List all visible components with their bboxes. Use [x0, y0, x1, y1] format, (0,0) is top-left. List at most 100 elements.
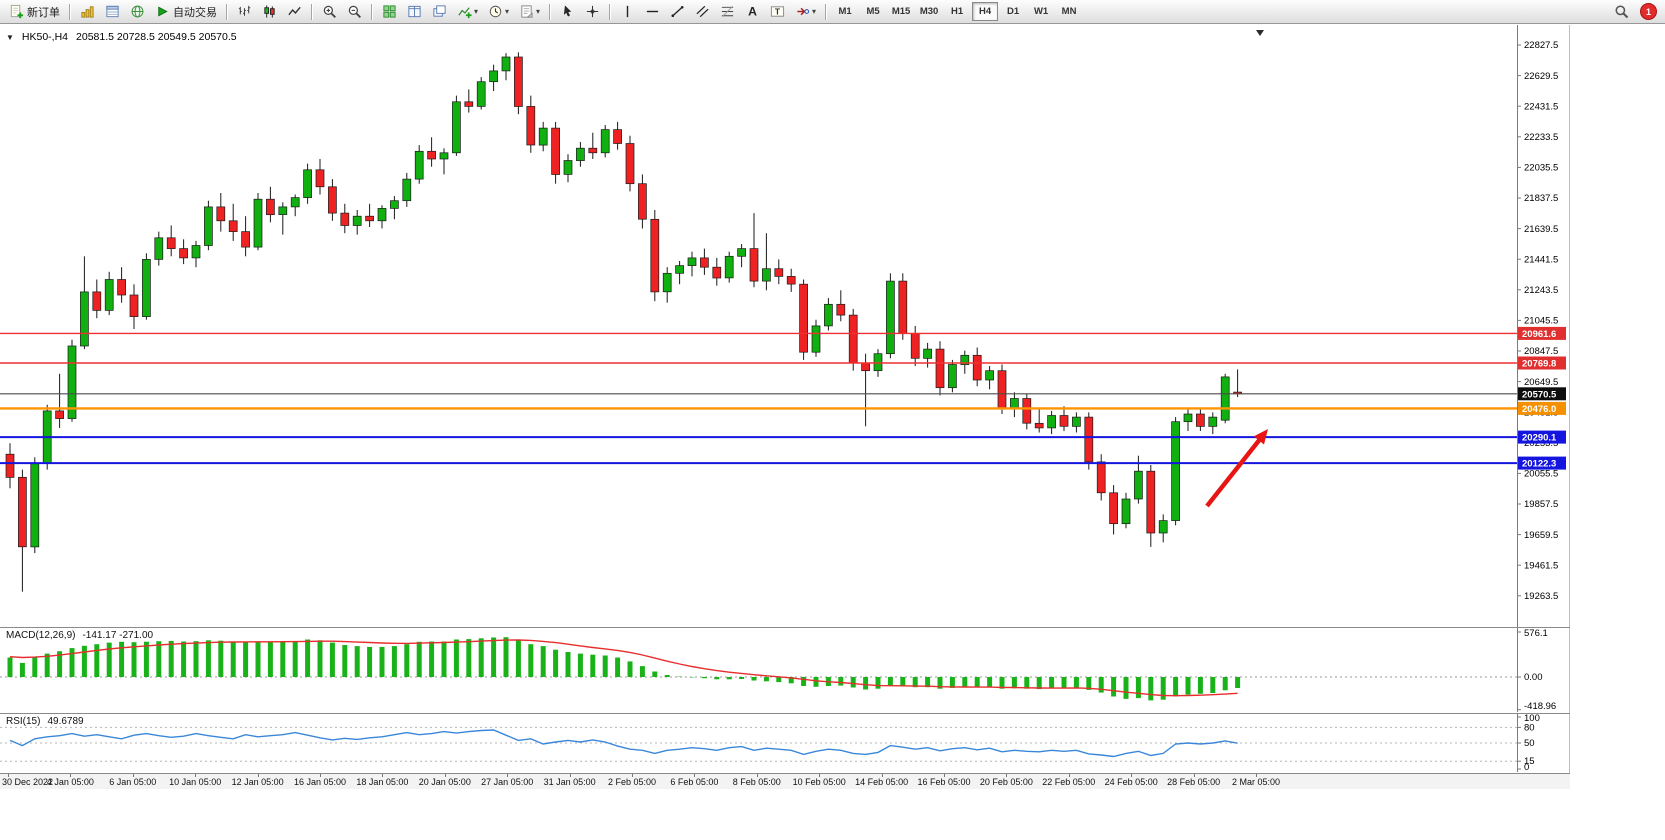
- candle: [675, 265, 684, 274]
- templates-button[interactable]: ▾: [515, 2, 544, 22]
- time-axis-label: 16 Feb 05:00: [917, 777, 971, 787]
- candle: [526, 106, 536, 146]
- shapes-icon: [797, 7, 810, 16]
- ohlc-values: 20581.5 20728.5 20549.5 20570.5: [76, 31, 237, 43]
- arrows-button[interactable]: ▾: [791, 2, 820, 22]
- arrow-annotation[interactable]: [1205, 429, 1268, 508]
- price-axis-label: 20649.5: [1524, 377, 1558, 388]
- cascade-windows-button[interactable]: [428, 2, 451, 22]
- cursor-button[interactable]: [556, 2, 579, 22]
- candle: [464, 101, 474, 107]
- timeframe-w1-button[interactable]: W1: [1028, 2, 1054, 21]
- rsi-pane[interactable]: 100 80 50 15 0 RSI(15) 49.6789: [0, 713, 1570, 773]
- price-chart-canvas[interactable]: 22827.5 22629.5 22431.5 22233.5 22035.5 21837…: [0, 25, 1570, 627]
- time-tick: [694, 774, 696, 777]
- svg-text:20769.8: 20769.8: [1522, 359, 1556, 370]
- candle: [960, 354, 970, 365]
- rsi-axis-label: 0: [1524, 762, 1529, 772]
- candle: [365, 215, 374, 222]
- zoom-out-button[interactable]: [343, 2, 366, 22]
- candle: [452, 101, 461, 154]
- candle: [1010, 398, 1019, 409]
- time-tick: [1068, 774, 1070, 777]
- macd-canvas[interactable]: 576.1 0.00 -418.96: [0, 628, 1570, 712]
- toolbar-separator: [371, 3, 373, 20]
- market-watch-button[interactable]: [76, 2, 99, 22]
- timeframe-h4-button[interactable]: H4: [972, 2, 999, 21]
- candle: [997, 370, 1007, 409]
- chart-shift-marker-icon[interactable]: [1256, 30, 1264, 36]
- toolbar-separator: [609, 3, 612, 20]
- candle: [92, 291, 102, 311]
- rsi-label: RSI(15): [6, 716, 41, 727]
- candle: [402, 178, 412, 202]
- candle: [352, 215, 362, 226]
- candle: [737, 248, 746, 257]
- time-tick: [569, 774, 571, 777]
- candle: [538, 127, 548, 146]
- candle: [613, 129, 622, 144]
- equidistant-channel-button[interactable]: [691, 2, 714, 22]
- candle: [1096, 461, 1106, 494]
- time-axis[interactable]: 30 Dec 2022 4 Jan 05:00 6 Jan 05:00 10 Jan …: [0, 773, 1570, 789]
- zoom-in-button[interactable]: [318, 2, 341, 22]
- candle: [1121, 498, 1131, 525]
- price-pane[interactable]: 22827.5 22629.5 22431.5 22233.5 22035.5 21837…: [0, 25, 1570, 627]
- timeframe-m15-button[interactable]: M15: [888, 2, 914, 21]
- indicators-button[interactable]: ▾: [453, 2, 482, 22]
- timeframe-mn-button[interactable]: MN: [1056, 2, 1082, 21]
- one-click-trading-collapse-icon[interactable]: ▼: [6, 32, 14, 42]
- time-tick: [507, 774, 509, 777]
- horizontal-line-button[interactable]: [641, 2, 664, 22]
- timeframe-h1-button[interactable]: H1: [944, 2, 970, 21]
- toolbar-separator: [226, 3, 228, 20]
- tile-windows-button[interactable]: [403, 2, 426, 22]
- new-order-button[interactable]: 新订单: [5, 2, 64, 22]
- bar-chart-button[interactable]: [233, 2, 256, 22]
- candle: [687, 257, 697, 266]
- timeframe-m30-button[interactable]: M30: [916, 2, 942, 21]
- auto-arrange-button[interactable]: [378, 2, 401, 22]
- notification-badge[interactable]: 1: [1640, 3, 1657, 20]
- vertical-line-button[interactable]: [616, 2, 639, 22]
- crosshair-button[interactable]: [581, 2, 604, 22]
- timeframe-d1-button[interactable]: D1: [1000, 2, 1026, 21]
- line-chart-button[interactable]: [283, 2, 306, 22]
- price-axis-label: 19263.5: [1524, 591, 1558, 602]
- candle: [923, 348, 932, 359]
- candle: [191, 245, 201, 259]
- macd-axis-label: -418.96: [1524, 701, 1556, 712]
- time-axis-label: 10 Feb 05:00: [792, 777, 846, 787]
- data-window-button[interactable]: [101, 2, 124, 22]
- candlestick-chart-button[interactable]: [258, 2, 281, 22]
- line-chart-icon: [288, 6, 301, 16]
- candle: [303, 169, 312, 198]
- fibonacci-button[interactable]: [716, 2, 739, 22]
- chart-ohlc-header: ▼ HK50-,H4 20581.5 20728.5 20549.5 20570…: [6, 31, 237, 43]
- time-axis-label: 20 Jan 05:00: [418, 777, 471, 787]
- timeframe-m5-button[interactable]: M5: [860, 2, 886, 21]
- trendline-button[interactable]: [666, 2, 689, 22]
- candle: [563, 160, 573, 175]
- price-axis-label: 20055.5: [1524, 469, 1558, 480]
- candlestick-series: [5, 52, 1242, 592]
- text-label-button[interactable]: T: [766, 2, 789, 22]
- rsi-axis-label: 80: [1524, 722, 1535, 733]
- auto-trading-button[interactable]: 自动交易: [151, 2, 221, 22]
- time-axis-label: 2 Feb 05:00: [607, 777, 657, 787]
- search-button[interactable]: [1610, 2, 1633, 22]
- candle: [414, 150, 424, 180]
- timeframe-m1-button[interactable]: M1: [832, 2, 858, 21]
- periods-button[interactable]: ▾: [484, 2, 513, 22]
- candle: [290, 197, 300, 208]
- candle: [948, 364, 957, 389]
- navigator-button[interactable]: [126, 2, 149, 22]
- macd-pane[interactable]: 576.1 0.00 -418.96 MACD(12,26,9) -141.17 -…: [0, 627, 1570, 713]
- candle: [1208, 416, 1218, 427]
- time-axis-label: 6 Jan 05:00: [109, 777, 157, 787]
- text-button[interactable]: A: [741, 2, 764, 22]
- price-tag: 20122.3: [1518, 456, 1566, 470]
- macd-values: -141.17 -271.00: [82, 630, 154, 641]
- price-axis-label: 21243.5: [1524, 285, 1558, 296]
